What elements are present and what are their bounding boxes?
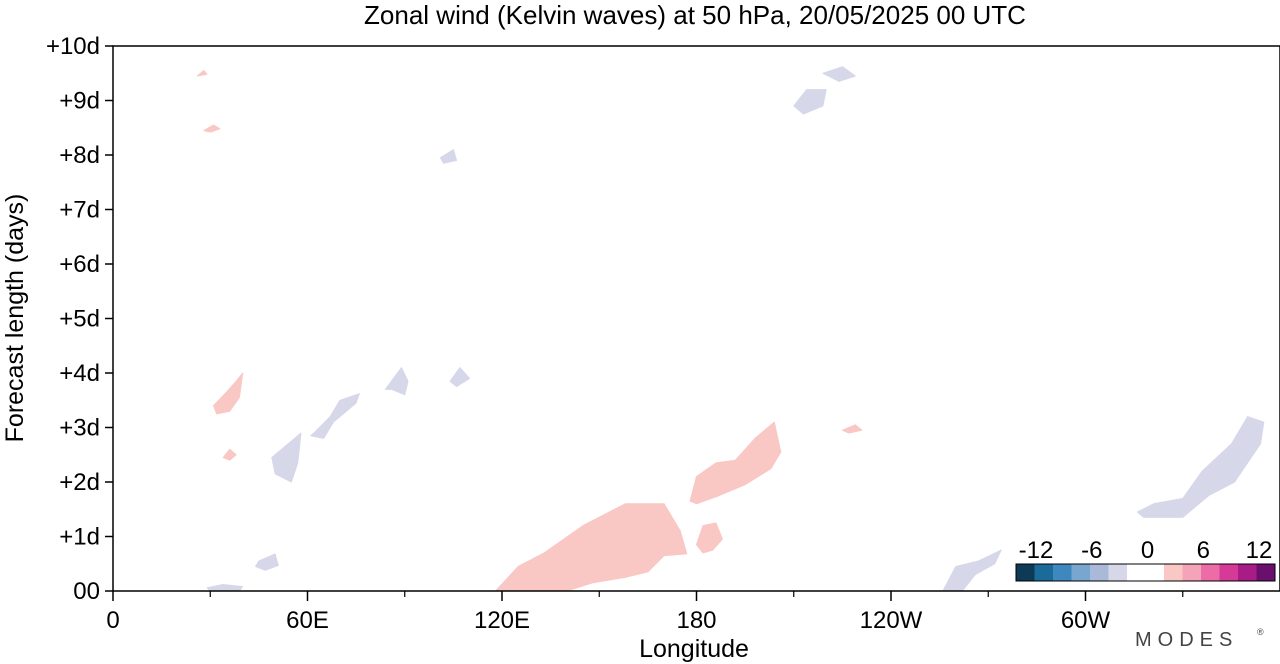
x-tick-label: 120E	[474, 607, 530, 634]
colorbar-swatch	[1182, 564, 1202, 581]
y-axis: 00 +1d +2d +3d +4d +5d +6d +7d +8d +9d +10d	[46, 33, 113, 605]
x-axis: 0 60E 120E 180 120W 60W	[106, 591, 1184, 634]
y-tick-label: +8d	[59, 142, 100, 169]
x-tick-label: 60W	[1061, 607, 1111, 634]
colorbar-swatch	[1071, 564, 1091, 581]
colorbar-label: 0	[1141, 537, 1154, 564]
brand-logo: MODES ®	[1135, 627, 1264, 651]
contour-positive-16	[841, 424, 863, 434]
y-tick-label: +4d	[59, 360, 100, 387]
contour-positive-12	[696, 522, 723, 554]
brand-registered-mark: ®	[1257, 627, 1264, 637]
y-tick-label: +5d	[59, 306, 100, 333]
contour-negative-5	[449, 367, 471, 388]
y-tick-label: +9d	[59, 88, 100, 115]
colorbar-swatch	[1219, 564, 1239, 581]
contour-negative-2	[271, 432, 302, 483]
x-tick-label: 60E	[286, 607, 329, 634]
colorbar-label: -12	[1019, 537, 1054, 564]
y-tick-label: +2d	[59, 469, 100, 496]
x-axis-label: Longitude	[639, 635, 749, 663]
contour-negative-9	[942, 549, 1002, 592]
x-tick-label: 0	[106, 607, 119, 634]
colorbar-swatch	[1108, 564, 1128, 581]
y-tick-label: +6d	[59, 251, 100, 278]
x-tick-label: 120W	[860, 607, 923, 634]
y-axis-label: Forecast length (days)	[1, 194, 29, 443]
contour-negative-7	[793, 89, 827, 115]
colorbar-label: 12	[1246, 537, 1273, 564]
colorbar-swatch	[1090, 564, 1109, 581]
colorbar-swatch	[1034, 564, 1054, 581]
contour-negative-8	[822, 66, 856, 82]
contour-negative-3	[310, 393, 360, 439]
colorbar-swatch	[1127, 564, 1146, 581]
plot-background	[113, 46, 1280, 591]
colorbar-label: 6	[1197, 537, 1210, 564]
x-tick-label: 180	[676, 607, 716, 634]
contour-positive-15	[222, 448, 237, 461]
colorbar-swatch	[1053, 564, 1072, 581]
colorbar: -12 -6 0 6 12	[1015, 537, 1276, 582]
contour-positive-11	[495, 503, 688, 592]
contour-positive-14	[213, 372, 244, 415]
chart-title: Zonal wind (Kelvin waves) at 50 hPa, 20/…	[364, 0, 1026, 30]
y-tick-label: 00	[73, 578, 100, 605]
contour-negative-1	[255, 553, 279, 571]
y-tick-label: +7d	[59, 197, 100, 224]
contour-positive-13	[689, 421, 782, 505]
colorbar-swatch	[1016, 564, 1035, 581]
contour-negative-4	[384, 367, 409, 396]
colorbar-swatch	[1256, 564, 1276, 581]
y-tick-label: +3d	[59, 415, 100, 442]
colorbar-swatch	[1238, 564, 1257, 581]
plot-area	[113, 46, 1280, 592]
colorbar-swatch	[1164, 564, 1183, 581]
contour-positive-18	[196, 70, 208, 77]
contour-negative-6	[439, 149, 458, 164]
colorbar-swatch	[1145, 564, 1165, 581]
contour-layer	[196, 66, 1265, 592]
y-tick-label: +1d	[59, 524, 100, 551]
y-tick-label: +10d	[46, 33, 100, 60]
colorbar-label: -6	[1081, 537, 1102, 564]
colorbar-swatch	[1201, 564, 1220, 581]
contour-negative-10	[1136, 416, 1265, 518]
contour-positive-17	[203, 124, 221, 133]
colorbar-frame	[1015, 563, 1276, 582]
brand-text: MODES	[1135, 629, 1238, 651]
